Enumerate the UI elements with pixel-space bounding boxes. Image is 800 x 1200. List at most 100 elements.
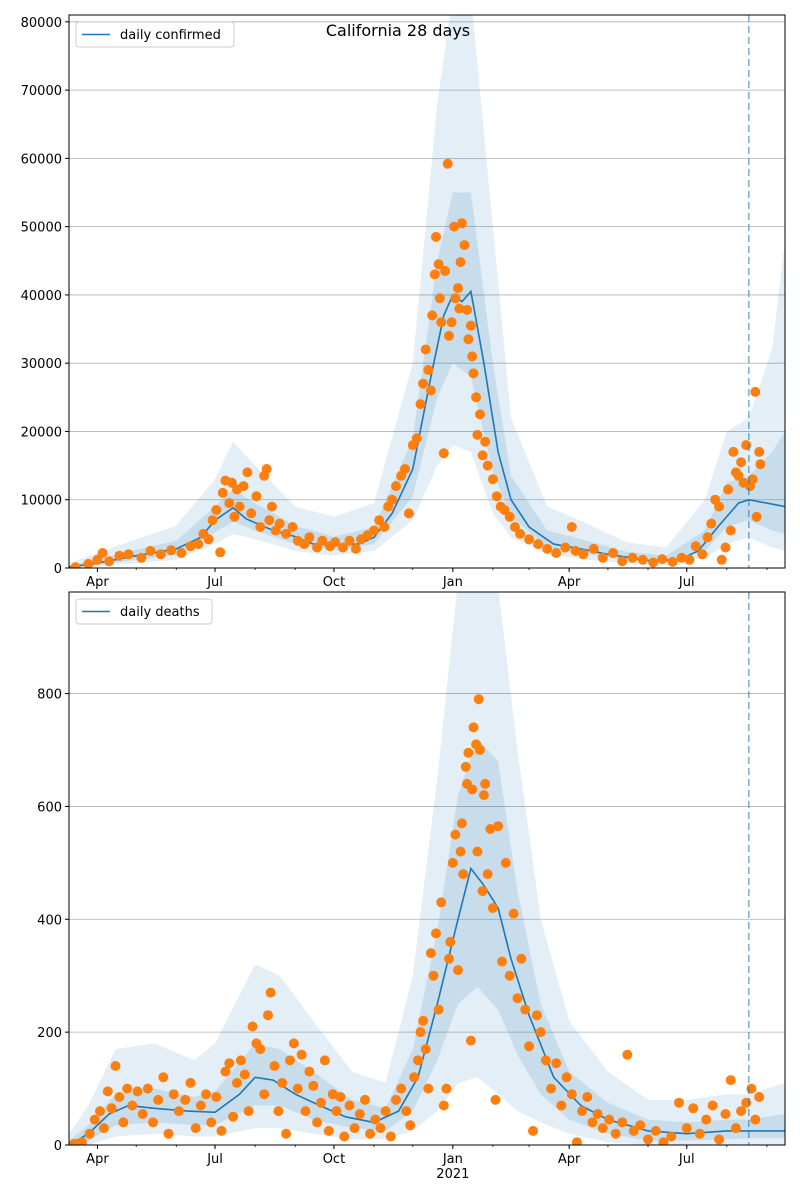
data-point bbox=[674, 1097, 684, 1108]
data-point bbox=[533, 539, 544, 550]
data-point bbox=[456, 218, 467, 229]
data-point bbox=[300, 1106, 311, 1117]
uncertainty-band-outer bbox=[69, 592, 785, 1145]
data-point bbox=[317, 535, 328, 546]
data-point bbox=[400, 464, 410, 474]
data-point bbox=[702, 532, 713, 543]
y-tick-label: 800 bbox=[37, 688, 62, 703]
data-point bbox=[224, 498, 235, 509]
data-point bbox=[657, 554, 668, 565]
data-point bbox=[232, 1077, 242, 1088]
data-point bbox=[296, 1049, 307, 1060]
data-point bbox=[707, 1100, 718, 1111]
data-point bbox=[604, 1114, 615, 1125]
data-point bbox=[277, 1077, 288, 1088]
data-point bbox=[391, 1094, 401, 1105]
data-point bbox=[733, 470, 744, 481]
data-point bbox=[750, 1114, 761, 1125]
y-tick-label: 0 bbox=[54, 562, 62, 577]
data-point bbox=[423, 1083, 434, 1094]
data-point bbox=[635, 1120, 646, 1131]
data-point bbox=[697, 549, 708, 560]
data-point bbox=[239, 1069, 250, 1080]
data-point bbox=[246, 508, 257, 519]
data-point bbox=[319, 1055, 330, 1066]
data-point bbox=[622, 1049, 633, 1060]
data-point bbox=[666, 1131, 677, 1142]
data-point bbox=[344, 1100, 355, 1111]
data-point bbox=[542, 543, 553, 554]
data-point bbox=[247, 1021, 258, 1032]
data-point bbox=[499, 505, 510, 515]
data-point bbox=[720, 1109, 731, 1119]
data-point bbox=[455, 257, 466, 268]
data-point bbox=[667, 556, 678, 567]
data-point bbox=[193, 539, 204, 550]
data-point bbox=[462, 304, 473, 315]
plot-area bbox=[69, 592, 785, 1145]
data-point bbox=[83, 558, 94, 568]
data-point bbox=[441, 1083, 452, 1094]
data-point bbox=[477, 450, 488, 461]
data-point bbox=[723, 484, 734, 495]
data-point bbox=[750, 386, 761, 397]
data-point bbox=[570, 545, 581, 556]
data-point bbox=[455, 846, 466, 857]
data-point bbox=[127, 1100, 138, 1111]
data-point bbox=[123, 549, 134, 560]
data-point bbox=[592, 1109, 603, 1119]
data-point bbox=[428, 970, 439, 981]
data-point bbox=[467, 784, 478, 795]
data-point bbox=[304, 1066, 315, 1077]
data-point bbox=[122, 1083, 133, 1094]
data-point bbox=[472, 429, 483, 440]
data-point bbox=[485, 824, 496, 834]
x-tick-label: Apr bbox=[558, 575, 581, 590]
data-point bbox=[104, 556, 115, 567]
data-point bbox=[418, 1015, 429, 1026]
data-point bbox=[285, 1055, 295, 1066]
data-point bbox=[637, 554, 648, 565]
data-point bbox=[617, 1117, 628, 1128]
data-point bbox=[263, 1010, 273, 1021]
data-point bbox=[292, 1083, 303, 1094]
plot-area bbox=[69, 15, 785, 568]
data-point bbox=[477, 886, 488, 897]
data-point bbox=[330, 537, 341, 548]
data-point bbox=[681, 1123, 692, 1134]
data-point bbox=[299, 539, 310, 550]
x-tick-label: Oct bbox=[323, 575, 345, 590]
data-point bbox=[220, 1066, 231, 1077]
data-point bbox=[137, 1109, 148, 1119]
data-point bbox=[725, 525, 736, 536]
data-point bbox=[216, 1125, 227, 1136]
x-tick-label: Jul bbox=[678, 1152, 695, 1167]
data-point bbox=[482, 460, 493, 471]
data-point bbox=[578, 549, 589, 560]
data-point bbox=[427, 310, 438, 321]
data-point bbox=[754, 1092, 765, 1102]
x-tick-label: Jan bbox=[442, 575, 463, 590]
y-tick-label: 600 bbox=[37, 800, 62, 815]
data-point bbox=[500, 857, 511, 868]
data-point bbox=[255, 522, 266, 532]
data-point bbox=[475, 745, 485, 755]
data-point bbox=[566, 1089, 577, 1100]
data-point bbox=[755, 459, 766, 470]
data-point bbox=[561, 1072, 572, 1083]
data-point bbox=[429, 269, 440, 280]
uncertainty-band-outer bbox=[69, 15, 785, 568]
data-point bbox=[747, 474, 758, 485]
data-point bbox=[741, 440, 752, 451]
data-point bbox=[736, 1106, 747, 1117]
panel-daily-confirmed: 0 10000 20000 30000 40000 50000 60000 70000 8000… bbox=[21, 14, 786, 590]
legend-label: daily confirmed bbox=[120, 28, 221, 43]
data-point bbox=[444, 953, 454, 964]
data-point bbox=[365, 1128, 376, 1139]
data-point bbox=[509, 522, 520, 532]
data-point bbox=[551, 1058, 562, 1069]
data-point bbox=[497, 956, 507, 967]
data-point bbox=[440, 266, 451, 276]
y-tick-label: 80000 bbox=[21, 16, 62, 31]
data-point bbox=[560, 542, 571, 553]
